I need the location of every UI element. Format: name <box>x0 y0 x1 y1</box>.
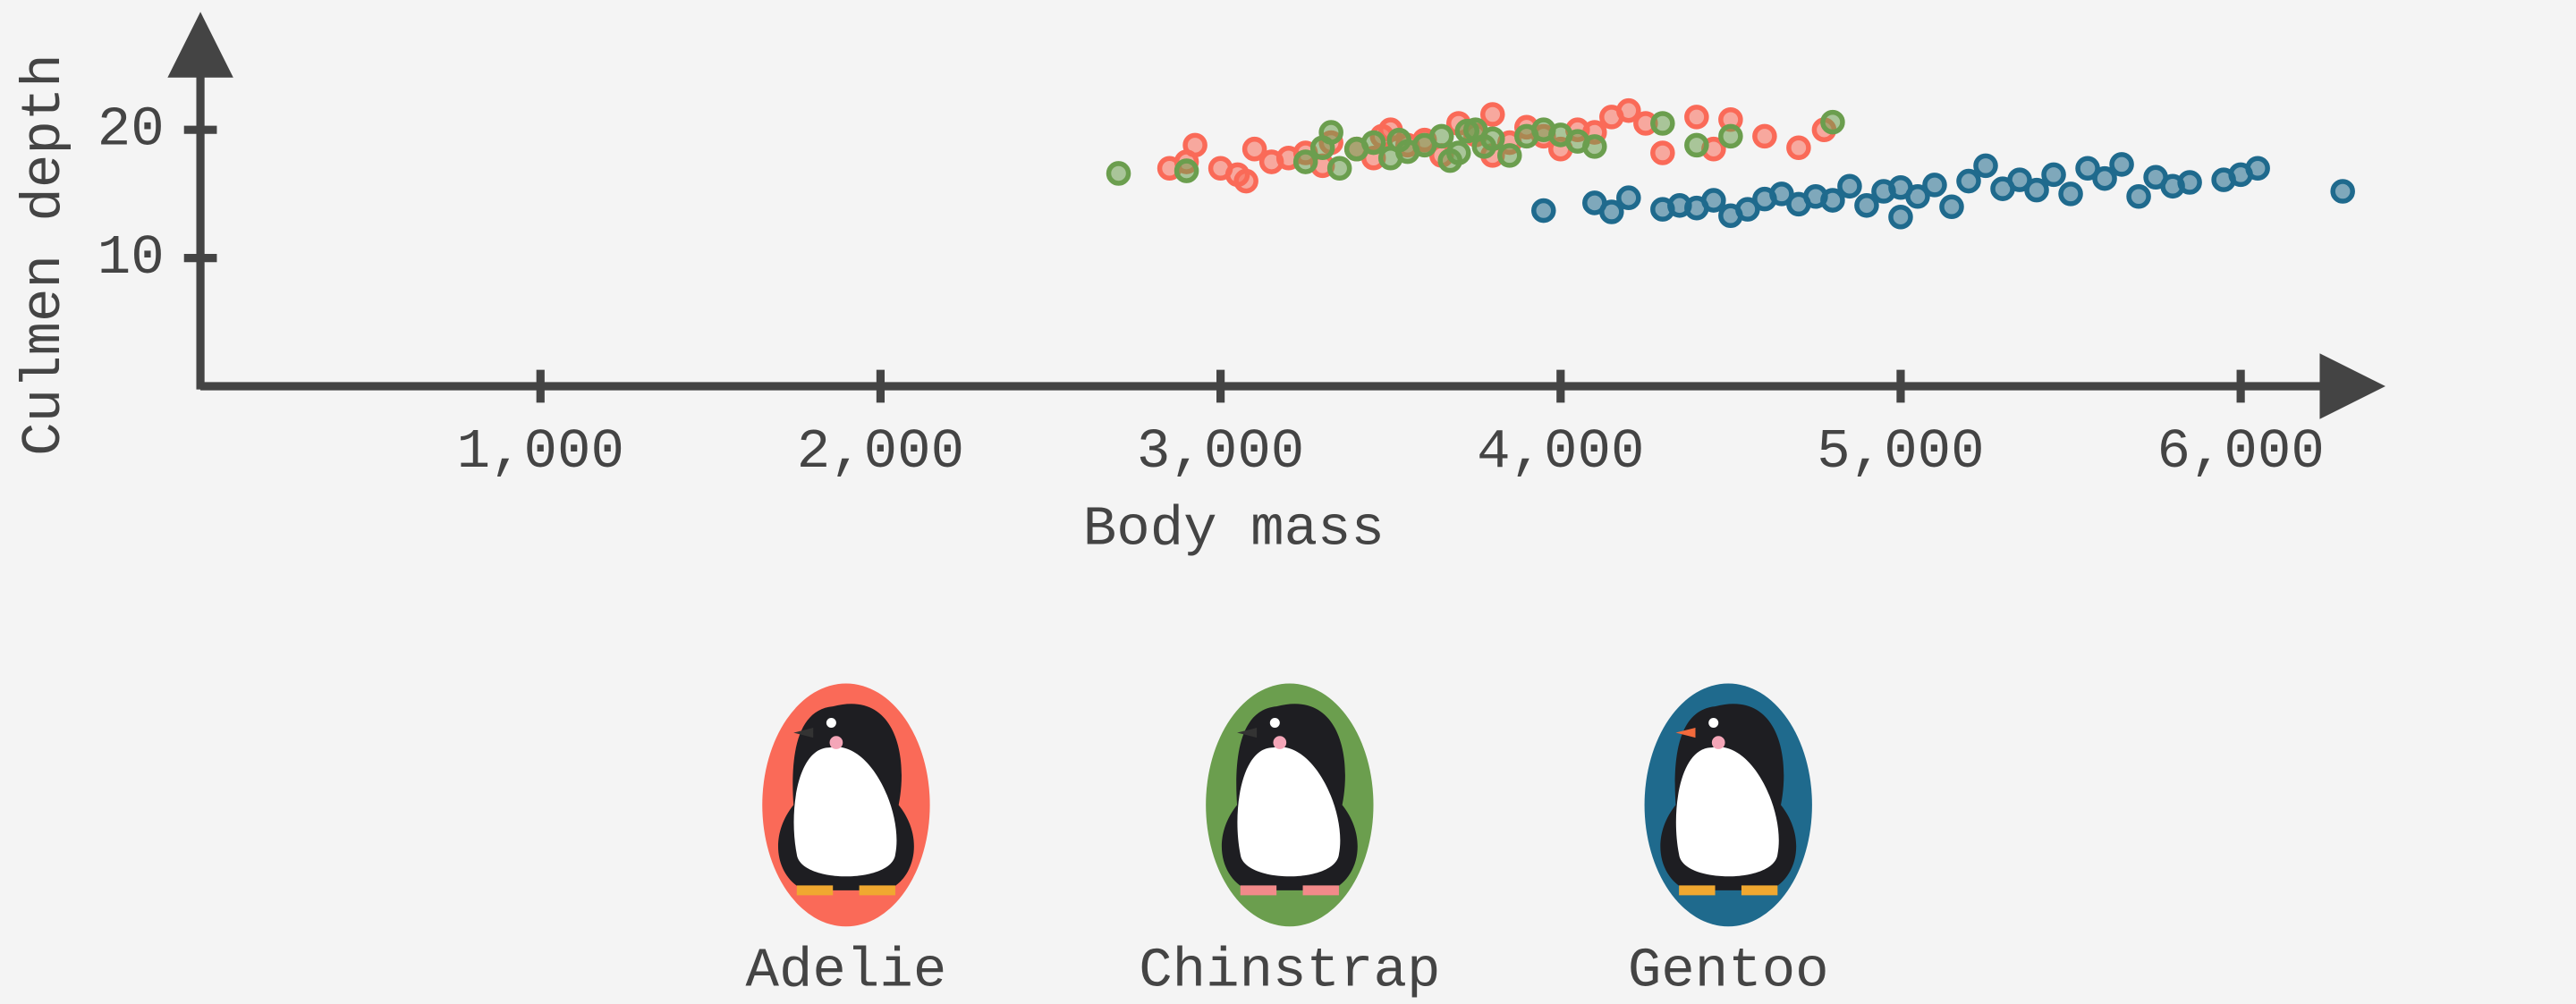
point <box>2041 162 2066 188</box>
penguin-beak <box>1237 728 1258 738</box>
penguin-eye <box>1269 718 1280 729</box>
point <box>2109 152 2134 177</box>
point <box>1905 183 1930 209</box>
penguin-feet <box>1679 885 1778 896</box>
point <box>1479 126 1505 152</box>
x-tick-label: 3,000 <box>1137 420 1304 484</box>
point <box>2126 183 2151 209</box>
penguin-eye <box>826 718 836 729</box>
penguin-cheek <box>829 736 843 749</box>
point <box>1292 149 1318 174</box>
point <box>1616 185 1641 210</box>
point <box>2330 179 2355 204</box>
point <box>1233 168 1258 194</box>
point <box>1956 168 1981 194</box>
point <box>1922 173 1947 198</box>
point <box>1973 153 1998 179</box>
point <box>1854 193 1879 218</box>
point <box>1888 204 1913 230</box>
penguin-feet <box>796 885 896 896</box>
penguin-belly <box>793 747 897 877</box>
point <box>1701 188 1726 213</box>
penguin-cheek <box>1711 736 1725 749</box>
point <box>1582 134 1607 159</box>
x-axis-arrow <box>2319 353 2385 419</box>
point <box>1752 123 1777 149</box>
penguin-belly <box>1675 747 1779 877</box>
point <box>2075 156 2100 181</box>
point <box>1182 132 1208 158</box>
point <box>2092 165 2117 191</box>
point <box>1786 135 1811 161</box>
point <box>1684 132 1709 158</box>
point <box>2024 177 2049 203</box>
x-tick-label: 1,000 <box>457 420 624 484</box>
penguin-cheek <box>1273 736 1287 749</box>
penguin-belly <box>1237 747 1341 877</box>
penguin-feet <box>1240 885 1339 896</box>
point <box>1326 156 1352 181</box>
point <box>1445 140 1471 165</box>
point <box>1241 136 1267 162</box>
point <box>1318 120 1343 145</box>
x-tick-label: 6,000 <box>2157 420 2324 484</box>
point <box>1530 198 1556 224</box>
x-tick-label: 4,000 <box>1477 420 1644 484</box>
legend-label: Adelie <box>746 939 947 1002</box>
penguin-beak <box>1675 728 1696 738</box>
x-axis-label: Body mass <box>1083 497 1385 561</box>
legend-item: Adelie <box>746 683 947 1002</box>
point <box>2007 167 2032 192</box>
penguin-beak <box>793 728 814 738</box>
point <box>1360 130 1386 156</box>
point <box>2245 156 2270 181</box>
point <box>1174 158 1199 183</box>
legend-item: Chinstrap <box>1139 683 1440 1002</box>
point <box>1939 194 1964 220</box>
point <box>1837 173 1862 199</box>
point <box>1479 102 1505 127</box>
legend-item: Gentoo <box>1628 683 1829 1002</box>
legend-label: Gentoo <box>1628 939 1829 1002</box>
point <box>2177 170 2202 195</box>
point <box>1496 143 1522 168</box>
y-axis-arrow <box>167 12 233 78</box>
point <box>1428 123 1454 149</box>
point <box>1769 181 1794 207</box>
y-tick-label: 10 <box>97 226 165 290</box>
x-tick-label: 5,000 <box>1817 420 1984 484</box>
point <box>2058 181 2083 207</box>
penguin-eye <box>1708 718 1719 729</box>
point <box>1735 197 1760 222</box>
point <box>1616 97 1641 123</box>
point <box>1684 105 1709 130</box>
point <box>1650 140 1675 165</box>
point <box>1650 111 1675 136</box>
point <box>1820 109 1845 135</box>
y-axis-label: Culmen depth <box>13 54 76 456</box>
y-tick-label: 20 <box>97 98 165 162</box>
point <box>1106 161 1131 186</box>
x-tick-label: 2,000 <box>797 420 964 484</box>
point <box>1820 188 1845 213</box>
legend-label: Chinstrap <box>1139 939 1440 1002</box>
point <box>1599 199 1624 224</box>
point <box>1718 123 1743 149</box>
